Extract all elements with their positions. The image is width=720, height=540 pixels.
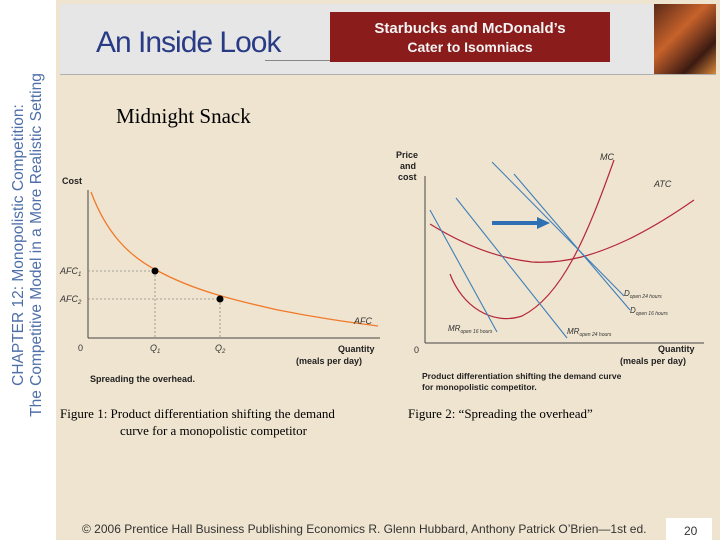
atc-label: ATC xyxy=(653,179,672,189)
afc2-label: AFC2 xyxy=(59,294,82,306)
mc-label: MC xyxy=(600,152,614,162)
mr24-label: MRopen 24 hours xyxy=(567,327,612,338)
figure-1-caption-line-2: curve for a monopolistic competitor xyxy=(120,423,308,438)
right-x-title-2: (meals per day) xyxy=(620,356,686,366)
slide-content xyxy=(56,0,720,540)
chapter-title-vertical: CHAPTER 12: Monopolistic Competition: Th… xyxy=(10,35,46,455)
banner-photo xyxy=(654,4,716,74)
mc-curve xyxy=(449,159,615,320)
right-caption-2: for monopolistic competitor. xyxy=(422,382,537,392)
left-x-title-1: Quantity xyxy=(338,344,375,354)
afc-curve xyxy=(90,191,379,327)
demand-16h-line xyxy=(513,173,631,311)
right-y-title-1: Price xyxy=(396,150,418,160)
left-origin: 0 xyxy=(78,343,83,353)
page-number-box xyxy=(666,518,712,540)
banner-headline-box: Starbucks and McDonald’s Cater to Isomni… xyxy=(330,12,610,62)
slide-heading: Midnight Snack xyxy=(116,104,251,128)
graph-spreading-overhead: Cost AFC1 AFC2 AFC 0 Q1 Q2 Quantity (mea… xyxy=(59,176,380,384)
point-q2-afc2 xyxy=(216,295,224,303)
right-caption-1: Product differentiation shifting the dem… xyxy=(422,371,622,381)
figure-2-caption: Figure 2: “Spreading the overhead” xyxy=(408,406,593,421)
shift-arrow-head xyxy=(537,217,550,229)
d24-label: Dopen 24 hours xyxy=(624,289,662,300)
right-x-title-1: Quantity xyxy=(658,344,695,354)
demand-24h-line xyxy=(491,161,625,297)
mr-16h-line xyxy=(429,209,498,333)
chapter-subtitle-line: The Competitive Model in a More Realisti… xyxy=(28,73,45,417)
left-x-title-2: (meals per day) xyxy=(296,356,362,366)
atc-curve xyxy=(429,199,695,263)
q2-label: Q2 xyxy=(215,343,226,355)
banner: An Inside Look Starbucks and McDonald’s … xyxy=(60,4,716,75)
chapter-line: CHAPTER 12: Monopolistic Competition: xyxy=(10,104,27,386)
banner-headline-1: Starbucks and McDonald’s xyxy=(374,20,566,37)
graph-product-differentiation: Price and cost MC ATC Dopen 24 hours Dop… xyxy=(396,150,704,392)
footer-copyright: © 2006 Prentice Hall Business Publishing… xyxy=(82,522,647,536)
right-y-title-2: and xyxy=(400,161,416,171)
afc1-label: AFC1 xyxy=(59,266,81,278)
right-y-title-3: cost xyxy=(398,172,417,182)
afc-curve-label: AFC xyxy=(353,316,373,326)
sidebar: CHAPTER 12: Monopolistic Competition: Th… xyxy=(0,0,56,540)
mr16-label: MRopen 16 hours xyxy=(448,324,493,335)
banner-title: An Inside Look xyxy=(96,26,281,59)
figure-1-caption-line-1: Figure 1: Product differentiation shifti… xyxy=(60,406,335,421)
d16-label: Dopen 16 hours xyxy=(630,306,668,317)
q1-label: Q1 xyxy=(150,343,160,355)
left-graph-caption: Spreading the overhead. xyxy=(90,374,195,384)
left-y-title: Cost xyxy=(62,176,82,186)
page-number: 20 xyxy=(684,524,698,538)
banner-headline-2: Cater to Isomniacs xyxy=(407,39,533,55)
right-origin: 0 xyxy=(414,345,419,355)
mr-24h-line xyxy=(455,197,568,339)
point-q1-afc1 xyxy=(151,267,159,275)
